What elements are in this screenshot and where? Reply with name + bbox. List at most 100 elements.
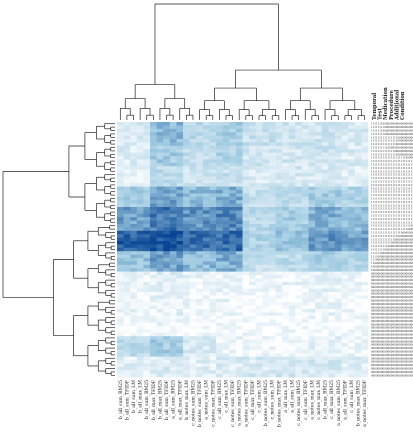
heatmap-cell xyxy=(216,122,224,126)
heatmap-cell xyxy=(216,356,224,361)
heatmap-cell xyxy=(308,210,316,215)
heatmap-cell xyxy=(242,288,250,293)
heatmap-cell xyxy=(354,159,362,164)
heatmap-cell xyxy=(202,227,210,232)
heatmap-cell xyxy=(321,162,329,167)
heatmap-cell xyxy=(242,312,250,317)
heatmap-cell xyxy=(169,295,177,300)
heatmap-cell xyxy=(123,217,131,221)
heatmap-cell xyxy=(176,295,184,300)
heatmap-cell xyxy=(117,288,125,293)
heatmap-cell xyxy=(169,227,177,232)
heatmap-cell xyxy=(315,237,323,242)
heatmap-cell xyxy=(169,271,177,276)
heatmap-cell xyxy=(315,227,323,232)
heatmap-cell xyxy=(123,346,131,351)
heatmap-cell xyxy=(202,281,210,286)
heatmap-cell xyxy=(262,132,270,136)
heatmap-cell xyxy=(196,339,204,344)
heatmap-cell xyxy=(117,329,125,334)
heatmap-cell xyxy=(341,213,349,218)
heatmap-cell xyxy=(229,271,237,276)
heatmap-cell xyxy=(301,217,309,221)
heatmap-cell xyxy=(222,305,230,310)
heatmap-cell xyxy=(209,366,217,371)
heatmap-cell xyxy=(295,336,303,340)
heatmap-cell xyxy=(156,295,164,300)
heatmap-cell xyxy=(222,227,230,232)
heatmap-cell xyxy=(222,309,230,313)
heatmap-cell xyxy=(189,128,197,133)
heatmap-cell xyxy=(282,149,290,153)
row-label: 1111111111111111111111111111111111111110… xyxy=(371,193,413,197)
heatmap-cell xyxy=(229,200,237,204)
heatmap-cell xyxy=(268,346,276,351)
heatmap-cell xyxy=(268,179,276,184)
column-label: b_all_max_TFIDF xyxy=(151,380,157,420)
heatmap-cell xyxy=(196,176,204,181)
heatmap-cell xyxy=(156,237,164,242)
heatmap-cell xyxy=(117,217,125,221)
heatmap-cell xyxy=(176,156,184,160)
heatmap-cell xyxy=(229,353,237,357)
heatmap-cell xyxy=(308,149,316,153)
heatmap-cell xyxy=(242,336,250,340)
heatmap-cell xyxy=(288,156,296,160)
heatmap-cell xyxy=(183,183,191,187)
heatmap-cell xyxy=(196,271,204,276)
column-label: c_notes_sum_LM xyxy=(270,380,276,420)
heatmap-cell xyxy=(315,169,323,174)
heatmap-cell xyxy=(308,258,316,262)
heatmap-cell xyxy=(150,343,158,347)
heatmap-cell xyxy=(209,268,217,272)
heatmap-cell xyxy=(275,298,283,303)
heatmap-cell xyxy=(295,179,303,184)
heatmap-cell xyxy=(150,258,158,262)
heatmap-cell xyxy=(301,145,309,150)
heatmap-cell xyxy=(301,298,309,303)
heatmap-cell xyxy=(143,305,151,310)
heatmap-cell xyxy=(288,241,296,245)
heatmap-cell xyxy=(176,254,184,259)
heatmap-cell xyxy=(242,230,250,235)
heatmap-cell xyxy=(229,149,237,153)
heatmap-cell xyxy=(361,176,369,181)
heatmap-cell xyxy=(301,162,309,167)
heatmap-cell xyxy=(202,254,210,259)
heatmap-cell xyxy=(361,227,369,232)
heatmap-cell xyxy=(315,196,323,201)
heatmap-cell xyxy=(354,373,362,378)
heatmap-cell xyxy=(242,326,250,330)
heatmap-cell xyxy=(235,292,243,296)
heatmap-cell xyxy=(341,139,349,143)
heatmap-cell xyxy=(150,142,158,147)
heatmap-cell xyxy=(136,360,144,364)
heatmap-cell xyxy=(202,329,210,334)
heatmap-cell xyxy=(209,319,217,323)
heatmap-cell xyxy=(216,315,224,320)
heatmap-cell xyxy=(202,326,210,330)
heatmap-cell xyxy=(123,149,131,153)
heatmap-cell xyxy=(169,353,177,357)
heatmap-cell xyxy=(143,156,151,160)
heatmap-cell xyxy=(288,275,296,279)
heatmap-cell xyxy=(176,346,184,351)
heatmap-cell xyxy=(143,360,151,364)
heatmap-cell xyxy=(130,312,138,317)
heatmap-cell xyxy=(275,179,283,184)
heatmap-cell xyxy=(150,332,158,337)
column-label: b_notes_sum_TFIDF xyxy=(197,380,203,427)
heatmap-cell xyxy=(282,258,290,262)
heatmap-cell xyxy=(262,152,270,157)
heatmap-cell xyxy=(354,190,362,194)
heatmap-cell xyxy=(282,186,290,191)
heatmap-cell xyxy=(176,152,184,157)
heatmap-cell xyxy=(282,241,290,245)
heatmap-cell xyxy=(143,190,151,194)
heatmap-cell xyxy=(130,271,138,276)
heatmap-cell xyxy=(189,346,197,351)
heatmap-cell xyxy=(321,247,329,252)
heatmap-cell xyxy=(321,173,329,177)
heatmap-cell xyxy=(315,295,323,300)
heatmap-cell xyxy=(341,292,349,296)
